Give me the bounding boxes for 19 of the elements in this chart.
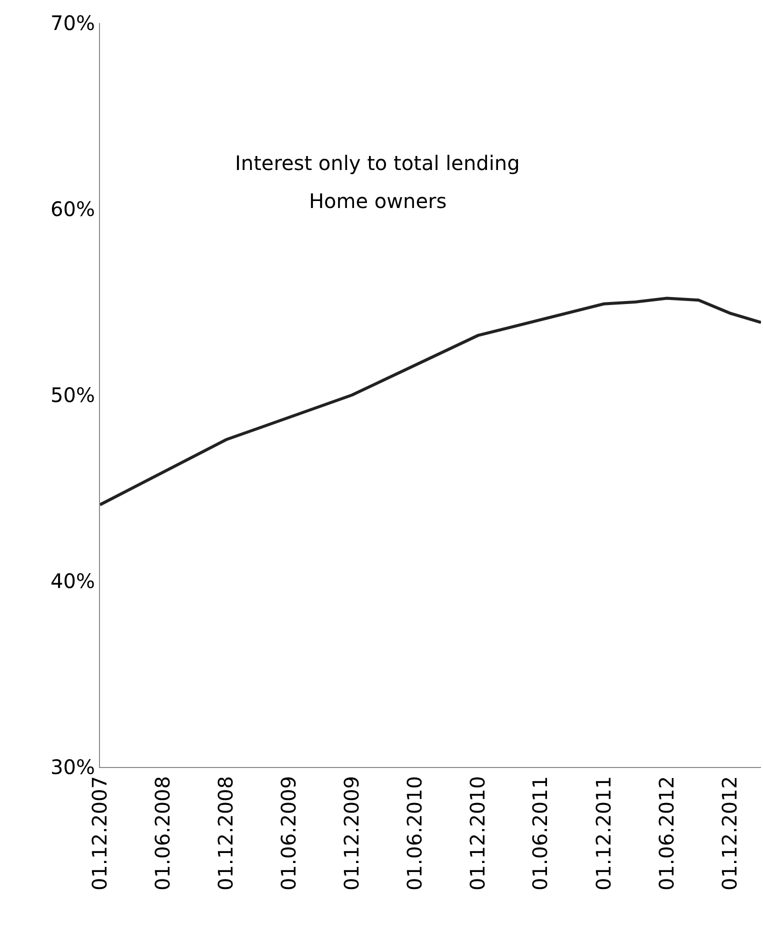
x-tick-label: 01.06.2011 <box>528 776 552 891</box>
y-tick-label: 30% <box>50 755 95 779</box>
x-tick-label: 01.12.2007 <box>88 776 112 891</box>
text: Home owners <box>309 189 447 213</box>
line-series <box>100 296 761 506</box>
x-tick-label: 01.06.2009 <box>276 776 300 891</box>
x-tick-label: 01.12.2008 <box>214 776 238 891</box>
y-tick-label: 60% <box>50 197 95 221</box>
x-tick-label: 01.12.2011 <box>591 776 616 891</box>
text: Interest only to total lending <box>235 151 520 175</box>
x-tick-label: 01.06.2008 <box>150 776 175 891</box>
x-tick-label: 01.12.2010 <box>465 776 490 891</box>
x-tick-label: 01.06.2012 <box>654 776 678 891</box>
y-tick-label: 40% <box>50 569 95 593</box>
y-tick-label: 50% <box>50 383 95 407</box>
y-tick-label: 70% <box>50 11 95 35</box>
x-tick-label: 01.06.2010 <box>402 776 426 891</box>
x-tick-label: 01.12.2012 <box>717 776 742 891</box>
x-tick-label: 01.12.2009 <box>340 776 364 891</box>
